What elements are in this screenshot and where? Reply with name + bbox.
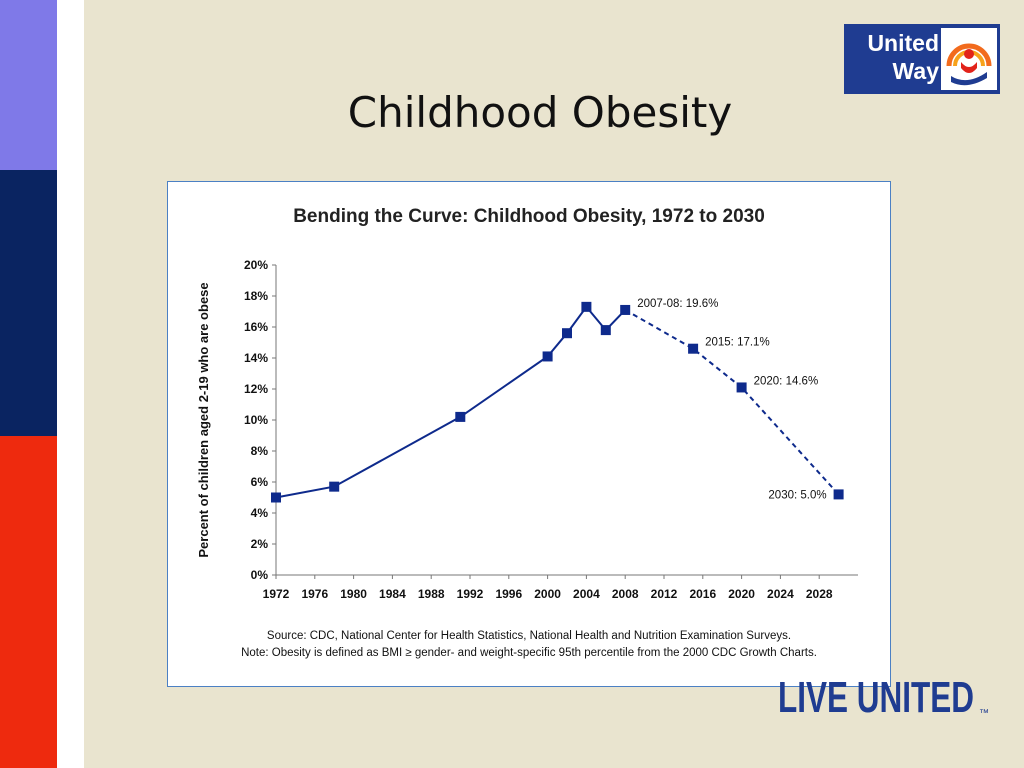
chart-notes: Source: CDC, National Center for Health …: [168, 628, 890, 662]
chart-source-note: Source: CDC, National Center for Health …: [266, 630, 792, 642]
y-tick-label: 6%: [251, 475, 269, 489]
x-tick-label: 2024: [767, 587, 794, 601]
chart-frame: Bending the Curve: Childhood Obesity, 19…: [167, 181, 891, 687]
united-way-logo: United Way: [844, 24, 1000, 94]
x-tick-label: 2016: [689, 587, 716, 601]
obesity-line-chart: 0% 2% 4% 6% 8% 10% 12% 14% 16% 18% 20% 1972 1976 1980…: [196, 258, 858, 601]
united-way-hand-rainbow-icon: [941, 28, 997, 90]
observed-line: [275, 305, 626, 499]
data-point-marker: [562, 328, 572, 339]
x-tick-label: 2020: [728, 587, 755, 601]
x-tick-label: 1972: [263, 587, 290, 601]
data-point-marker: [329, 481, 340, 492]
data-annotation-label: 2015: 17.1%: [705, 337, 770, 349]
live-united-text: LIVE UNITED: [778, 673, 974, 722]
x-tick-label: 2012: [651, 587, 678, 601]
y-tick-label: 18%: [244, 289, 268, 303]
chart-title: Bending the Curve: Childhood Obesity, 19…: [293, 206, 765, 227]
x-tick-label: 1992: [457, 587, 484, 601]
y-tick-label: 4%: [251, 506, 269, 520]
slide-title: Childhood Obesity: [347, 88, 733, 137]
y-tick-label: 12%: [244, 382, 268, 396]
live-united-wordmark: LIVE UNITED ™: [778, 668, 996, 728]
x-tick-label: 1996: [495, 587, 522, 601]
live-united-tm: ™: [979, 708, 989, 719]
data-annotation-label: 2020: 14.6%: [754, 375, 819, 387]
data-point-marker: [688, 343, 699, 354]
x-tick-label: 2004: [573, 587, 600, 601]
data-point-marker: [542, 351, 553, 362]
y-axis-label: Percent of children aged 2-19 who are ob…: [196, 282, 211, 557]
data-point-marker: [833, 489, 844, 500]
x-tick-label: 1980: [340, 587, 367, 601]
logo-line-2: Way: [892, 58, 939, 84]
x-tick-label: 1984: [379, 587, 406, 601]
x-tick-label: 2000: [534, 587, 561, 601]
y-tick-label: 8%: [251, 444, 269, 458]
decorative-stripe-lavender: [0, 0, 57, 170]
y-tick-label: 10%: [244, 413, 268, 427]
data-point-marker: [620, 304, 631, 315]
logo-wordmark: United Way: [844, 29, 939, 85]
decorative-stripe-white: [57, 0, 84, 768]
y-tick-label: 2%: [251, 537, 269, 551]
x-tick-label: 2028: [806, 587, 833, 601]
chart-definition-note: Note: Obesity is defined as BMI ≥ gender…: [241, 647, 817, 659]
projection-line: [624, 309, 840, 496]
data-point-marker: [581, 301, 592, 312]
x-tick-label: 1976: [301, 587, 328, 601]
x-tick-label: 2008: [612, 587, 639, 601]
data-point-marker: [271, 492, 281, 503]
y-tick-label: 0%: [251, 568, 269, 582]
y-tick-label: 16%: [244, 320, 268, 334]
y-tick-label: 14%: [244, 351, 268, 365]
x-tick-label: 1988: [418, 587, 445, 601]
data-annotation-label: 2007-08: 19.6%: [637, 298, 718, 310]
data-point-marker: [455, 411, 466, 422]
data-point-marker: [736, 382, 747, 393]
data-point-marker: [600, 325, 611, 336]
data-annotation-label: 2030: 5.0%: [768, 489, 826, 501]
y-tick-label: 20%: [244, 258, 268, 272]
decorative-stripe-red: [0, 436, 57, 768]
decorative-stripe-navy: [0, 170, 57, 436]
logo-line-1: United: [867, 30, 939, 56]
